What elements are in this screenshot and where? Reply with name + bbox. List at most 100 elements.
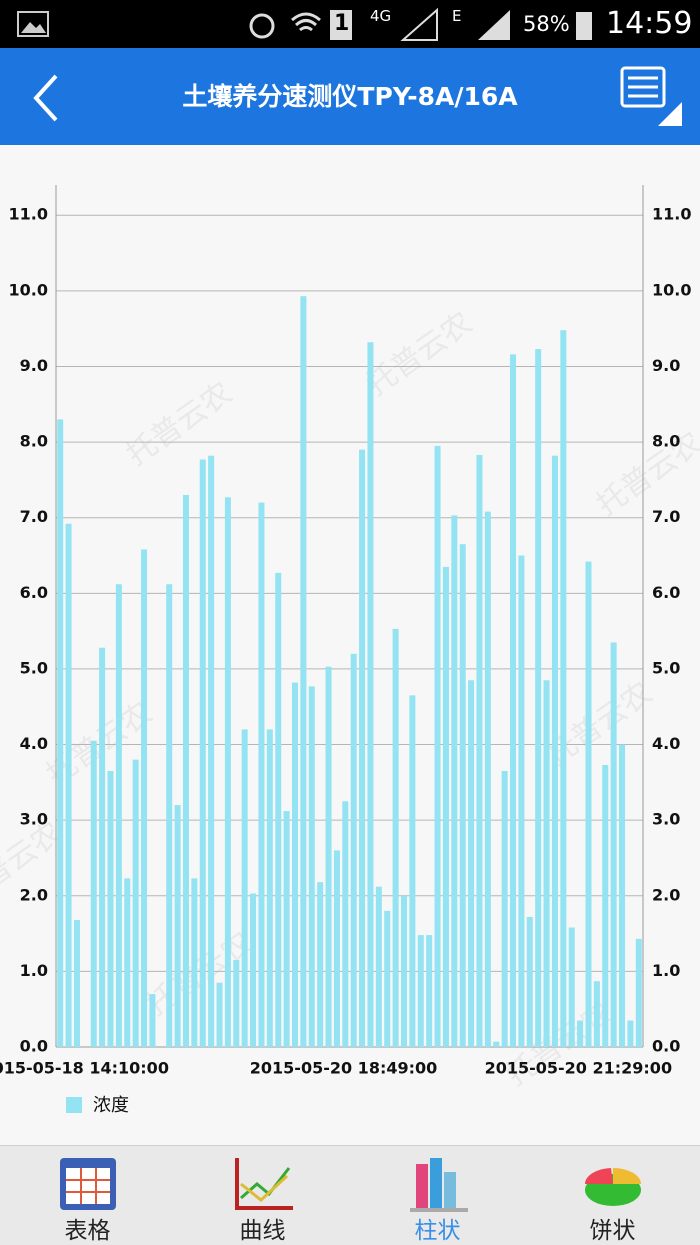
- chart: 托普云农托普云农托普云农托普云农托普云农托普云农托普云农托普云农0.00.01.…: [0, 185, 700, 1116]
- bar: [182, 495, 189, 1047]
- bar: [333, 850, 340, 1047]
- bar: [73, 919, 80, 1047]
- y-tick-label: 5.0: [20, 658, 48, 677]
- status-bar: 1 4G E 58% 14:59: [0, 0, 700, 48]
- bar: [451, 515, 458, 1047]
- tab-label: 饼状: [589, 1218, 636, 1244]
- watermark: 托普云农: [120, 375, 238, 472]
- bar: [593, 981, 600, 1047]
- back-button[interactable]: [33, 74, 58, 122]
- y2-tick-label: 0.0: [652, 1037, 680, 1056]
- bar: [468, 680, 475, 1047]
- bar: [115, 584, 122, 1047]
- bar: [350, 653, 357, 1047]
- tab[interactable]: 曲线: [175, 1146, 350, 1245]
- watermark: 托普云农: [140, 925, 258, 1022]
- tab-bar: 表格 曲线 柱状 饼状: [0, 1145, 700, 1245]
- bar: [317, 882, 324, 1047]
- y-tick-label: 10.0: [9, 280, 48, 299]
- bar: [300, 296, 307, 1047]
- menu-button[interactable]: [620, 66, 682, 126]
- y2-tick-label: 11.0: [652, 205, 691, 224]
- y-tick-label: 7.0: [20, 507, 48, 526]
- y2-tick-label: 1.0: [652, 961, 680, 980]
- watermark: 托普云农: [360, 305, 478, 402]
- bar: [359, 449, 366, 1047]
- bar: [283, 811, 290, 1047]
- legend-label: 浓度: [93, 1095, 129, 1116]
- bar: [585, 561, 592, 1047]
- bar: [526, 916, 533, 1047]
- header-icons: [33, 66, 682, 126]
- x-tick-label: 2015-05-20 18:49:00: [250, 1059, 438, 1078]
- battery: 58%: [523, 12, 570, 36]
- bar: [635, 938, 642, 1047]
- bar: [208, 455, 215, 1047]
- bar: [568, 927, 575, 1047]
- bar: [250, 893, 257, 1047]
- y-tick-label: 6.0: [20, 583, 48, 602]
- bar: [384, 910, 391, 1047]
- sim: 1: [334, 11, 350, 36]
- bar: [233, 960, 240, 1047]
- watermark: 托普云农: [500, 995, 618, 1092]
- bar: [409, 695, 416, 1047]
- bar: [308, 686, 315, 1047]
- bar: [459, 544, 466, 1047]
- bar: [258, 502, 265, 1047]
- bar: [619, 744, 626, 1047]
- bar: [224, 497, 231, 1047]
- bar: [426, 935, 433, 1047]
- tab[interactable]: 柱状: [350, 1146, 525, 1245]
- network2: E: [452, 7, 462, 25]
- watermark: 托普云农: [540, 675, 658, 772]
- pie-icon: [584, 1168, 641, 1206]
- bar: [291, 682, 298, 1047]
- y-tick-label: 11.0: [9, 205, 48, 224]
- bar: [367, 342, 374, 1047]
- bar: [325, 666, 332, 1047]
- bar: [551, 455, 558, 1047]
- y-tick-label: 8.0: [20, 432, 48, 451]
- bar: [241, 729, 248, 1047]
- bar: [442, 566, 449, 1047]
- y2-tick-label: 4.0: [652, 734, 680, 753]
- y2-tick-label: 7.0: [652, 507, 680, 526]
- bar: [199, 459, 206, 1047]
- legend-swatch: [66, 1097, 82, 1113]
- bar: [484, 511, 491, 1048]
- y-tick-label: 0.0: [20, 1037, 48, 1056]
- line-icon: [234, 1158, 293, 1210]
- y-tick-label: 9.0: [20, 356, 48, 375]
- bar: [476, 454, 483, 1047]
- bar: [577, 1020, 584, 1047]
- bar: [493, 1041, 500, 1047]
- y-tick-label: 2.0: [20, 885, 48, 904]
- bar: [417, 935, 424, 1047]
- network: 4G: [370, 7, 392, 25]
- tab-label: 表格: [64, 1218, 111, 1244]
- bar: [375, 886, 382, 1047]
- y2-tick-label: 3.0: [652, 810, 680, 829]
- tab-label: 柱状: [414, 1218, 461, 1244]
- tab[interactable]: 表格: [0, 1146, 175, 1245]
- bar: [501, 771, 508, 1047]
- bar: [560, 330, 567, 1047]
- y2-tick-label: 5.0: [652, 658, 680, 677]
- y-tick-label: 1.0: [20, 961, 48, 980]
- bar: [132, 759, 139, 1047]
- bar: [90, 740, 97, 1047]
- tab[interactable]: 饼状: [525, 1146, 700, 1245]
- bar: [266, 729, 273, 1047]
- y-tick-label: 3.0: [20, 810, 48, 829]
- x-tick-label: 2015-05-20 21:29:00: [485, 1059, 673, 1078]
- bar: [174, 805, 181, 1047]
- bar: [216, 982, 223, 1047]
- bar: [275, 572, 282, 1047]
- y2-tick-label: 8.0: [652, 432, 680, 451]
- bar: [107, 771, 114, 1047]
- bar: [434, 445, 441, 1047]
- bar: [401, 895, 408, 1047]
- bar: [124, 878, 131, 1047]
